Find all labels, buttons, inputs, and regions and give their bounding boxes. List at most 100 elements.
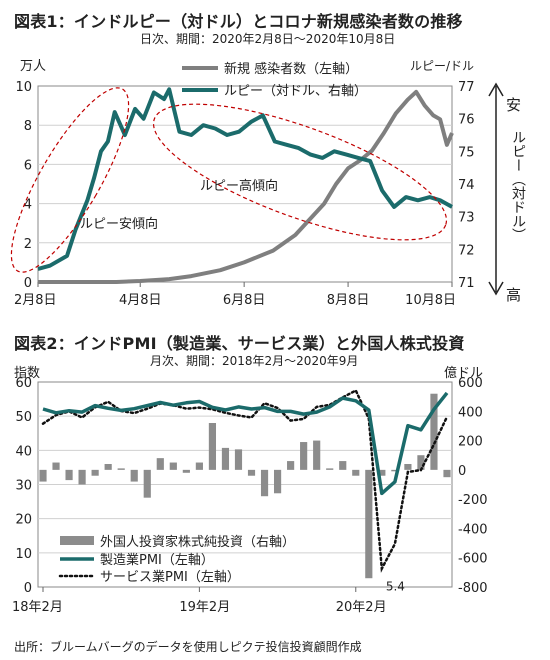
chart2-bar-investment (65, 469, 73, 481)
chart1-series-rupee-line (37, 87, 453, 271)
chart2-right-tick-label: 400 (458, 405, 483, 420)
chart2-x-tick-label: 19年2月 (179, 600, 230, 615)
chart2-right-tick-label: 0 (458, 464, 466, 479)
chart2-bar-investment (260, 469, 269, 497)
chart1-svg: 0 2 4 6 8 10 71 72 73 74 75 76 77 2月8日 4月8日 6月8日 8月8日 10月… (10, 59, 526, 308)
chart1-ellipse-depreciation (10, 87, 130, 273)
chart2-left-tick-label: 30 (15, 479, 32, 494)
chart1-left-tick-label: 8 (24, 119, 32, 134)
chart2-svg: 0 10 20 30 40 50 60 -800 -600 -400 -200 0 200 400 600 指… (12, 365, 488, 615)
chart2-bar-investment (234, 449, 243, 470)
chart1-right-tick-label: 72 (458, 243, 475, 258)
chart1-direction-arrow-up (488, 82, 504, 97)
chart1-left-unit: 万人 (20, 59, 46, 74)
chart1-ellipse-appreciation (152, 103, 448, 241)
footer-source: 出所：ブルームバーグのデータを使用しピクテ投信投資顧問作成 (14, 640, 362, 654)
chart2-bar-investment (339, 461, 347, 470)
chart2-left-tick-label: 20 (15, 513, 32, 528)
chart2-right-tick-label: -800 (458, 581, 488, 596)
chart2-bar-investment (326, 468, 334, 470)
chart2-bar-investment (430, 393, 438, 470)
chart1-plot-frame (37, 85, 453, 283)
chart2-bar-investment (391, 469, 399, 472)
chart2-annotation-min-value: 5.4 (386, 580, 405, 594)
chart1-left-tick-label: 10 (15, 80, 32, 95)
chart2-bar-investment (91, 469, 99, 476)
chart1-right-unit: ルピー/ドル (410, 59, 474, 73)
chart2-series-services-line (41, 388, 449, 573)
chart2-right-tick-label: 600 (458, 376, 483, 391)
chart2-bar-investment (130, 469, 138, 482)
chart2-bar-investment (143, 469, 151, 498)
chart1-subtitle: 日次、期間：2020年2月8日〜2020年10月8日 (140, 32, 396, 46)
chart2-bar-investment (313, 440, 321, 470)
chart2-bar-investment (247, 469, 256, 476)
chart2-bar-investment (117, 468, 125, 470)
chart1-arrow-label-bottom: 高 (506, 286, 521, 304)
chart2-bar-investment (273, 469, 282, 494)
chart2-right-tick-label: -400 (458, 522, 488, 537)
chart2-left-tick-label: 40 (15, 444, 32, 459)
chart2-bar-investment (156, 458, 164, 470)
chart2-right-tick-label: -600 (458, 552, 488, 567)
chart1-right-tick-label: 74 (458, 178, 475, 193)
chart1-x-tick-label: 2月8日 (14, 293, 57, 308)
chart2-x-tick-label: 20年2月 (336, 600, 387, 615)
chart1-series-cases-line (38, 89, 454, 284)
chart1-title: 図表1：インドルピー（対ドル）とコロナ新規感染者数の推移 (14, 12, 463, 31)
chart2-bar-investment (378, 469, 386, 476)
chart2-right-tick-label: -200 (458, 493, 488, 508)
chart2-left-tick-label: 0 (24, 581, 32, 596)
chart1-right-tick-label: 77 (458, 80, 475, 95)
chart2-bar-investment (182, 469, 190, 473)
chart2-bar-investment (169, 462, 177, 470)
chart2-bar-investment (208, 423, 217, 470)
chart1-legend-label-rupee: ルピー（対ドル、右軸） (224, 84, 367, 99)
chart1-arrow-label-top: 安 (506, 96, 521, 114)
chart2-bar-investment (300, 442, 308, 470)
chart2-bar-investment (443, 469, 451, 478)
chart2-left-tick-label: 60 (15, 376, 32, 391)
chart1-left-tick-label: 2 (24, 237, 32, 252)
chart2-bar-investment (52, 462, 60, 470)
chart2-right-unit: 億ドル (444, 365, 483, 381)
chart2-legend-swatch-investment (60, 536, 94, 545)
chart1-right-axis-label: ルピー（対ドル） (510, 130, 526, 242)
chart1-right-tick-label: 75 (458, 145, 475, 160)
chart2-legend-label-services: サービス業PMI（左軸） (100, 569, 240, 585)
chart1-x-tick-label: 6月8日 (223, 293, 266, 308)
chart1-x-tick-label: 8月8日 (327, 293, 370, 308)
chart2-bar-investment (404, 464, 412, 470)
chart1-x-tick-label: 4月8日 (119, 293, 162, 308)
chart1-annotation-appreciation: ルピー高傾向 (200, 178, 278, 194)
chart1-right-tick-label: 71 (458, 276, 475, 291)
chart2-legend-label-investment: 外国人投資家株式純投資（右軸） (100, 534, 295, 550)
chart1-direction-arrow-down (488, 281, 504, 296)
chart2-bar-investment (365, 469, 373, 579)
chart2-bar-investment (287, 461, 295, 470)
chart1-x-tick-label: 10月8日 (405, 293, 456, 308)
chart2-right-tick-label: 200 (458, 435, 483, 450)
chart1-left-tick-label: 4 (24, 198, 32, 213)
chart1-left-tick-label: 0 (24, 276, 32, 291)
chart2-title: 図表2：インドPMI（製造業、サービス業）と外国人株式投資 (14, 334, 465, 353)
chart2-left-unit: 指数 (14, 366, 40, 381)
chart2-left-tick-label: 10 (15, 547, 32, 562)
chart1-annotation-depreciation: ルピー安傾向 (80, 216, 158, 232)
chart2-bar-investment (104, 464, 112, 470)
chart2-bar-investment (195, 462, 203, 470)
chart2-x-tick-label: 18年2月 (12, 600, 63, 615)
chart1-right-tick-label: 76 (458, 113, 475, 128)
chart2-subtitle: 月次、期間：2018年2月〜2020年9月 (150, 354, 359, 368)
chart2-legend-label-manufacturing: 製造業PMI（左軸） (100, 552, 214, 568)
chart2-bar-investment (417, 455, 425, 470)
chart2-left-tick-label: 50 (15, 410, 32, 425)
chart1-legend-label-cases: 新規 感染者数（左軸） (224, 61, 358, 77)
chart2-bar-investment (352, 469, 360, 476)
chart2-series-manufacturing-line (42, 391, 449, 496)
chart2-bar-investment (221, 447, 230, 470)
chart2-bar-investment (78, 469, 86, 485)
chart2-bar-investment (39, 469, 47, 482)
chart1-left-tick-label: 6 (24, 158, 32, 173)
